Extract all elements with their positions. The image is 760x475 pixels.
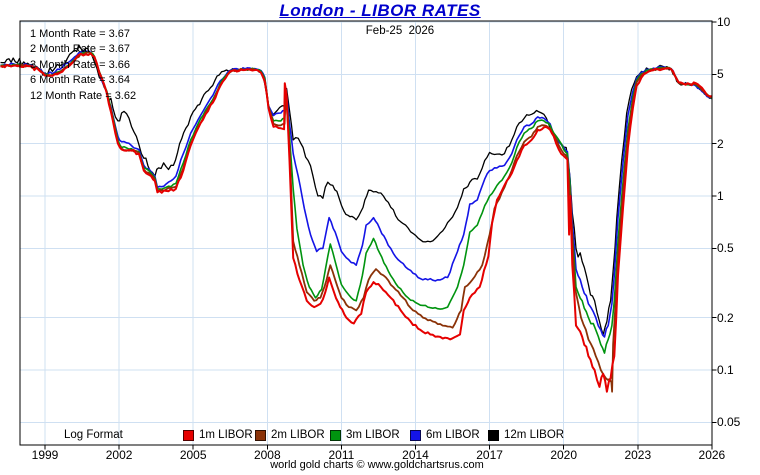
chart-subtitle: Feb-25 2026 [365,25,435,37]
x-axis-label: 1999 [31,448,59,462]
rates-readout: 1 Month Rate = 3.67 2 Month Rate = 3.67 3 … [30,27,136,104]
legend-label: 2m LIBOR [271,429,325,441]
legend-swatch-icon [330,429,341,441]
legend-label: 12m LIBOR [504,429,565,441]
legend-swatch-icon [488,429,499,441]
rate-line: 3 Month Rate = 3.66 [30,58,130,71]
series-line-1m-libor [0,52,712,393]
y-axis-label: 0.5 [717,241,734,256]
x-axis-label: 2005 [179,448,207,462]
rate-line: 12 Month Rate = 3.62 [30,89,137,102]
x-axis-label: 2002 [105,448,133,462]
x-axis-label: 2020 [550,448,578,462]
rate-line: 2 Month Rate = 3.67 [30,43,130,56]
legend-item-2m: 2m LIBOR [255,429,325,441]
x-axis-label: 2014 [402,448,429,462]
y-axis-label: 0.2 [717,310,734,325]
plot-border [19,20,713,446]
legend-item-3m: 3m LIBOR [330,429,400,441]
x-axis-label: 2008 [253,448,281,462]
y-axis-label: 0.05 [717,415,741,430]
y-axis-label: 0.1 [717,363,734,377]
y-axis-label: 2 [717,136,724,151]
series-line-3m-libor [0,51,712,354]
legend-item-6m: 6m LIBOR [410,429,480,441]
x-axis-label: 2011 [328,448,355,462]
legend-swatch-icon [255,429,266,441]
legend-item-1m: 1m LIBOR [183,429,253,441]
y-axis-label: 5 [717,67,724,82]
chart-title: London - LIBOR RATES [279,1,481,20]
series-line-6m-libor [0,50,712,338]
y-axis-label: 10 [717,15,731,29]
footer-credit: world gold charts © www.goldchartsrus.co… [270,459,484,471]
rate-line: 6 Month Rate = 3.64 [30,74,130,87]
rate-line: 1 Month Rate = 3.67 [30,28,130,40]
y-axis-label: 1 [717,189,724,203]
legend-label: 3m LIBOR [346,429,400,441]
x-axis-label: 2023 [624,448,652,462]
legend-swatch-icon [183,429,194,441]
legend-label: 6m LIBOR [426,429,480,441]
log-format-label: Log Format [64,429,123,441]
x-axis-label: 2026 [698,448,726,462]
legend-label: 1m LIBOR [199,429,253,441]
x-axis-label: 2017 [476,448,503,462]
series-line-12m-libor [0,44,712,336]
legend-item-12m: 12m LIBOR [488,429,564,441]
legend: 1m LIBOR 2m LIBOR 3m LIBOR 6m LIBOR 12m LIBO… [0,429,760,444]
legend-swatch-icon [410,429,421,441]
